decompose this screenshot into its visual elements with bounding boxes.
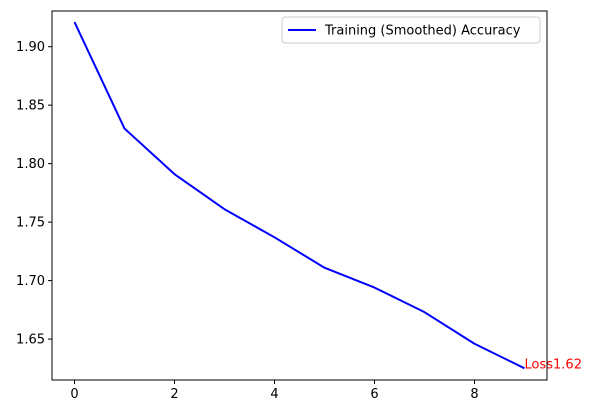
y-axis: 1.65 1.70 1.75 1.80 1.85 1.90 [16, 40, 52, 348]
x-tick-label: 4 [270, 387, 278, 402]
plot-frame [51, 10, 548, 381]
annotation-layer: Loss1.62 [525, 357, 582, 372]
annotation-label: Loss1.62 [525, 357, 582, 372]
legend: Training (Smoothed) Accuracy [281, 16, 541, 44]
series-line-0 [73, 21, 525, 370]
x-tick-label: 8 [470, 387, 478, 402]
x-tick-label: 6 [370, 387, 378, 402]
series-layer [73, 21, 525, 370]
legend-label: Training (Smoothed) Accuracy [324, 24, 521, 39]
plot-area [52, 11, 547, 380]
y-tick-label: 1.85 [16, 99, 45, 114]
y-tick-label: 1.70 [16, 274, 45, 289]
legend-box [281, 16, 541, 44]
x-tick-label: 2 [170, 387, 178, 402]
x-axis: 0 2 4 6 8 [70, 380, 479, 402]
y-tick-label: 1.90 [16, 40, 45, 55]
y-tick-label: 1.65 [16, 333, 45, 348]
x-tick-label: 0 [70, 387, 78, 402]
y-tick-label: 1.80 [16, 157, 45, 172]
y-tick-label: 1.75 [16, 216, 45, 231]
